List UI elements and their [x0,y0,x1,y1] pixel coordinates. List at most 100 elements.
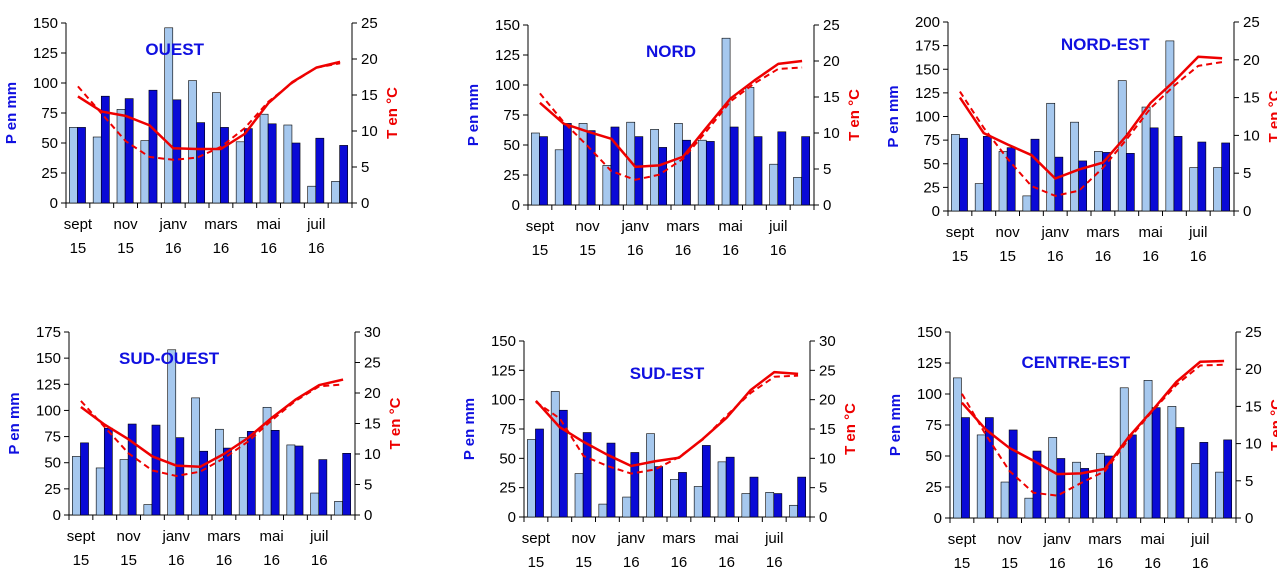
temperature-line-dashed [77,62,341,161]
x-tick-label-year: 16 [1049,555,1066,572]
x-tick-label-month: mai [256,216,280,233]
x-tick-label-month: nov [575,218,600,235]
precip-bar-dark [801,136,811,206]
y2-axis-label: T en °C [384,87,401,139]
precip-bar-dark [1199,442,1209,519]
temperature-line-dashed [80,383,344,477]
y-tick-label: 25 [499,480,516,497]
precip-bar-light [721,37,731,206]
y-tick-label: 0 [512,197,520,214]
x-tick-label-month: mars [204,216,237,233]
y2-tick-label: 0 [819,509,827,526]
y2-tick-label: 5 [823,161,831,178]
x-tick-label-month: mars [666,218,699,235]
y2-tick-label: 15 [819,421,836,438]
x-tick-label-year: 15 [73,552,90,569]
x-tick-label-month: janv [1042,531,1071,548]
precip-bar-dark [1221,142,1231,212]
y-tick-label: 75 [44,429,61,446]
y-axis-label: P en mm [885,85,902,147]
y-tick-label: 75 [499,421,516,438]
precip-bar-dark [582,432,592,518]
y-tick-label: 0 [50,195,58,212]
x-tick-label-month: nov [995,224,1020,241]
precip-bar-dark [634,136,644,206]
precip-bar-dark [797,476,807,518]
y-tick-label: 100 [36,402,61,419]
y2-tick-label: 30 [819,333,836,350]
precip-bar-dark [220,127,229,204]
x-tick-label-month: janv [620,218,649,235]
x-tick-label-year: 16 [216,552,233,569]
x-tick-label-year: 16 [718,554,735,571]
precip-bar-dark [1030,138,1040,212]
y2-tick-label: 25 [1243,14,1260,31]
x-tick-label-year: 16 [627,242,644,259]
y-tick-label: 25 [923,179,940,196]
x-tick-label-month: mars [1086,224,1119,241]
x-tick-label-year: 16 [168,552,185,569]
precip-bar-dark [725,456,735,518]
y-tick-label: 150 [36,350,61,367]
precip-bar-dark [342,453,352,516]
temperature-line-solid [960,359,1225,476]
x-tick-label-month: sept [946,224,975,241]
y2-tick-label: 30 [364,324,381,341]
x-tick-label-month: mai [718,218,742,235]
precip-bar-light [1096,453,1105,519]
y-tick-label: 50 [41,135,58,152]
precip-bar-dark [267,123,277,204]
precip-bar-dark [124,98,134,204]
x-tick-label-year: 16 [308,240,325,257]
y2-tick-label: 15 [364,416,381,433]
y-axis-label: P en mm [465,84,482,146]
y2-tick-label: 20 [819,392,836,409]
y2-tick-label: 0 [1243,203,1251,220]
x-tick-label-year: 16 [1095,248,1112,265]
precip-bar-dark [961,417,970,519]
temperature-line-dashed [961,363,1225,497]
y2-tick-label: 5 [364,477,372,494]
precip-bar-dark [705,141,715,206]
chart-title: SUD-OUEST [119,349,220,368]
precip-bar-light [1143,380,1153,519]
y-tick-label: 25 [503,167,520,184]
y2-tick-label: 20 [823,53,840,70]
precip-bar-light [976,434,986,519]
y-tick-label: 175 [915,38,940,55]
x-tick-label-year: 16 [1097,555,1114,572]
precip-bar-dark [984,417,994,519]
precip-bar-dark [291,142,301,204]
x-tick-label-month: mars [1088,531,1121,548]
y2-tick-label: 5 [1245,473,1253,490]
precip-bar-dark [1197,141,1207,212]
y-tick-label: 125 [36,376,61,393]
x-tick-label-year: 16 [1192,555,1209,572]
x-tick-label-month: nov [997,531,1022,548]
y-tick-label: 100 [33,75,58,92]
y2-tick-label: 20 [1243,52,1260,69]
y-tick-label: 50 [923,156,940,173]
y-tick-label: 150 [915,61,940,78]
y-tick-label: 50 [503,137,520,154]
x-tick-label-month: juil [1188,224,1207,241]
precip-bar-dark [1175,427,1185,519]
x-tick-label-year: 15 [954,555,971,572]
precip-bar-dark [535,428,544,518]
precip-bar-dark [982,136,992,212]
precip-bar-light [1215,471,1224,519]
temperature-line-solid [80,378,344,469]
y2-tick-label: 10 [823,125,840,142]
x-tick-label-month: nov [571,530,596,547]
x-tick-label-year: 16 [766,554,783,571]
y-tick-label: 100 [917,386,942,403]
y2-tick-label: 5 [1243,165,1251,182]
y-tick-label: 100 [491,392,516,409]
y2-tick-label: 0 [364,507,372,524]
y2-tick-label: 25 [823,17,840,34]
x-tick-label-year: 16 [311,552,328,569]
precip-bar-dark [1223,439,1233,519]
